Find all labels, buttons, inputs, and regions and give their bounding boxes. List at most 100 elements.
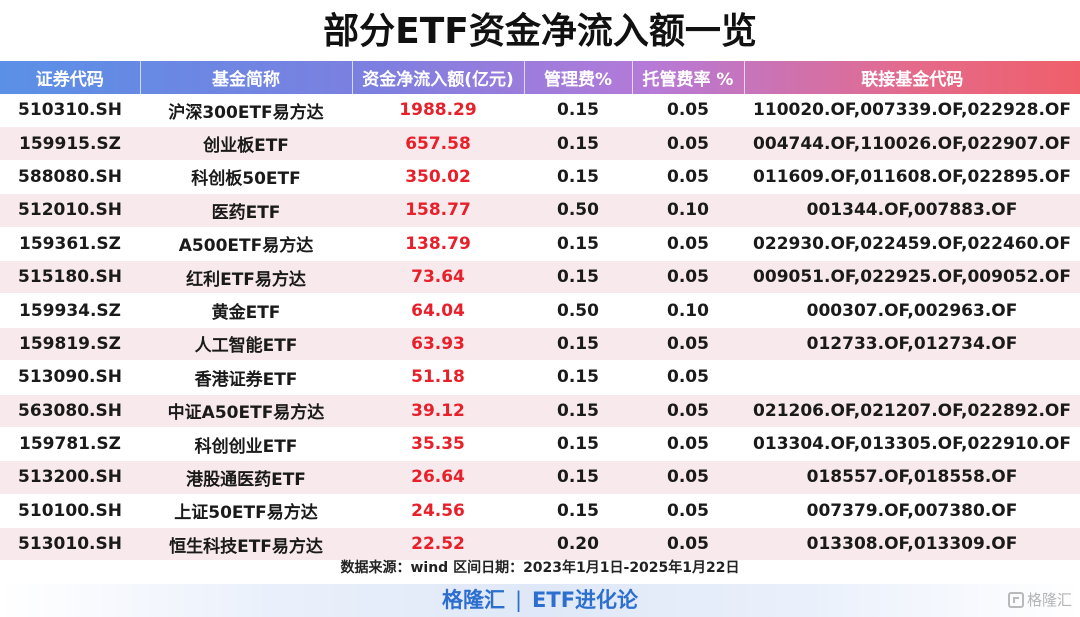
table-row: 513010.SH 恒生科技ETF易方达 22.52 0.20 0.05 013308.O… — [0, 527, 1080, 562]
cell-mgmt-fee: 0.15 — [524, 126, 632, 161]
cell-name: 人工智能ETF — [140, 327, 352, 362]
cell-custody-fee: 0.05 — [632, 126, 744, 161]
cell-mgmt-fee: 0.15 — [524, 394, 632, 428]
cell-linked-funds: 004744.OF,110026.OF,022907.OF — [744, 126, 1080, 161]
cell-custody-fee: 0.10 — [632, 193, 744, 228]
page-title: 部分ETF资金净流入额一览 — [323, 11, 757, 52]
cell-linked-funds: 021206.OF,021207.OF,022892.OF — [744, 394, 1080, 428]
header-flow: 资金净流入额(亿元) — [351, 61, 524, 94]
cell-name: 港股通医药ETF — [140, 460, 352, 495]
table-row: 159819.SZ 人工智能ETF 63.93 0.15 0.05 012733.OF,0… — [0, 327, 1080, 362]
cell-name: 恒生科技ETF易方达 — [140, 527, 352, 562]
cell-mgmt-fee: 0.15 — [524, 360, 632, 395]
brand-right: ETF进化论 — [532, 588, 639, 612]
cell-custody-fee: 0.05 — [632, 427, 744, 462]
cell-flow: 1988.29 — [352, 94, 524, 128]
etf-flow-table: 证券代码 基金简称 资金净流入额(亿元) 管理费% 托管费率 % 联接基金代码 … — [0, 61, 1080, 562]
cell-flow: 26.64 — [352, 460, 524, 495]
cell-code: 512010.SH — [0, 193, 140, 228]
cell-flow: 138.79 — [352, 227, 524, 261]
cell-flow: 35.35 — [352, 427, 524, 462]
cell-custody-fee: 0.05 — [632, 494, 744, 529]
table-row: 512010.SH 医药ETF 158.77 0.50 0.10 001344.OF,00… — [0, 193, 1080, 228]
cell-name: 红利ETF易方达 — [140, 260, 352, 295]
cell-flow: 24.56 — [352, 494, 524, 529]
cell-mgmt-fee: 0.15 — [524, 260, 632, 295]
cell-custody-fee: 0.05 — [632, 327, 744, 362]
cell-flow: 350.02 — [352, 160, 524, 195]
cell-flow: 657.58 — [352, 126, 524, 161]
cell-linked-funds: 011609.OF,011608.OF,022895.OF — [744, 160, 1080, 195]
brand-left: 格隆汇 — [441, 588, 505, 612]
cell-code: 515180.SH — [0, 260, 140, 295]
cell-code: 159915.SZ — [0, 126, 140, 161]
cell-code: 510100.SH — [0, 494, 140, 529]
table-row: 159934.SZ 黄金ETF 64.04 0.50 0.10 000307.OF,002… — [0, 293, 1080, 328]
cell-flow: 22.52 — [352, 527, 524, 562]
cell-linked-funds: 013304.OF,013305.OF,022910.OF — [744, 427, 1080, 462]
cell-code: 513090.SH — [0, 360, 140, 395]
cell-code: 588080.SH — [0, 160, 140, 195]
cell-name: 科创板50ETF — [140, 160, 352, 195]
cell-linked-funds: 012733.OF,012734.OF — [744, 327, 1080, 362]
cell-custody-fee: 0.05 — [632, 160, 744, 195]
brand-separator: | — [514, 588, 523, 612]
cell-flow: 64.04 — [352, 293, 524, 328]
watermark-logo-icon — [1007, 592, 1024, 608]
cell-mgmt-fee: 0.15 — [524, 327, 632, 362]
header-mgmt-fee: 管理费% — [523, 61, 632, 94]
table-row: 159915.SZ 创业板ETF 657.58 0.15 0.05 004744.OF,1… — [0, 126, 1080, 161]
watermark: 格隆汇 — [1007, 589, 1072, 611]
cell-mgmt-fee: 0.20 — [524, 527, 632, 562]
cell-flow: 158.77 — [352, 193, 524, 228]
cell-flow: 39.12 — [352, 394, 524, 428]
table-header-row: 证券代码 基金简称 资金净流入额(亿元) 管理费% 托管费率 % 联接基金代码 — [0, 61, 1080, 94]
cell-linked-funds: 001344.OF,007883.OF — [744, 193, 1080, 228]
cell-linked-funds: 013308.OF,013309.OF — [744, 527, 1080, 562]
cell-linked-funds: 018557.OF,018558.OF — [744, 460, 1080, 495]
table-row: 510310.SH 沪深300ETF易方达 1988.29 0.15 0.05 11002… — [0, 94, 1080, 128]
cell-code: 563080.SH — [0, 394, 140, 428]
cell-name: A500ETF易方达 — [140, 227, 352, 261]
cell-custody-fee: 0.05 — [632, 394, 744, 428]
cell-code: 513200.SH — [0, 460, 140, 495]
cell-mgmt-fee: 0.15 — [524, 160, 632, 195]
table-row: 159361.SZ A500ETF易方达 138.79 0.15 0.05 022930.… — [0, 227, 1080, 261]
table-row: 563080.SH 中证A50ETF易方达 39.12 0.15 0.05 021206.… — [0, 394, 1080, 428]
cell-custody-fee: 0.05 — [632, 260, 744, 295]
cell-linked-funds: 009051.OF,022925.OF,009052.OF — [744, 260, 1080, 295]
cell-custody-fee: 0.10 — [632, 293, 744, 328]
cell-name: 医药ETF — [140, 193, 352, 228]
cell-mgmt-fee: 0.15 — [524, 460, 632, 495]
table-row: 513090.SH 香港证券ETF 51.18 0.15 0.05 — [0, 360, 1080, 395]
cell-linked-funds — [744, 360, 1080, 395]
cell-name: 香港证券ETF — [140, 360, 352, 395]
cell-name: 黄金ETF — [140, 293, 352, 328]
cell-flow: 51.18 — [352, 360, 524, 395]
header-code: 证券代码 — [0, 61, 140, 94]
data-source-note: 数据来源：wind 区间日期：2023年1月1日-2025年1月22日 — [340, 560, 740, 576]
cell-code: 159361.SZ — [0, 227, 140, 261]
cell-code: 159781.SZ — [0, 427, 140, 462]
cell-custody-fee: 0.05 — [632, 460, 744, 495]
cell-code: 159934.SZ — [0, 293, 140, 328]
cell-mgmt-fee: 0.15 — [524, 227, 632, 261]
cell-code: 510310.SH — [0, 94, 140, 128]
cell-custody-fee: 0.05 — [632, 360, 744, 395]
table-row: 513200.SH 港股通医药ETF 26.64 0.15 0.05 018557.OF,… — [0, 460, 1080, 495]
cell-code: 159819.SZ — [0, 327, 140, 362]
cell-name: 创业板ETF — [140, 126, 352, 161]
header-name: 基金简称 — [139, 61, 352, 94]
header-custody-fee: 托管费率 % — [631, 61, 744, 94]
cell-name: 科创创业ETF — [140, 427, 352, 462]
cell-custody-fee: 0.05 — [632, 527, 744, 562]
cell-mgmt-fee: 0.15 — [524, 427, 632, 462]
cell-name: 上证50ETF易方达 — [140, 494, 352, 529]
table-row: 159781.SZ 科创创业ETF 35.35 0.15 0.05 013304.OF,0… — [0, 427, 1080, 462]
watermark-text: 格隆汇 — [1026, 591, 1072, 609]
table-row: 588080.SH 科创板50ETF 350.02 0.15 0.05 011609.OF… — [0, 160, 1080, 195]
cell-custody-fee: 0.05 — [632, 94, 744, 128]
cell-mgmt-fee: 0.50 — [524, 193, 632, 228]
cell-custody-fee: 0.05 — [632, 227, 744, 261]
cell-name: 中证A50ETF易方达 — [140, 394, 352, 428]
